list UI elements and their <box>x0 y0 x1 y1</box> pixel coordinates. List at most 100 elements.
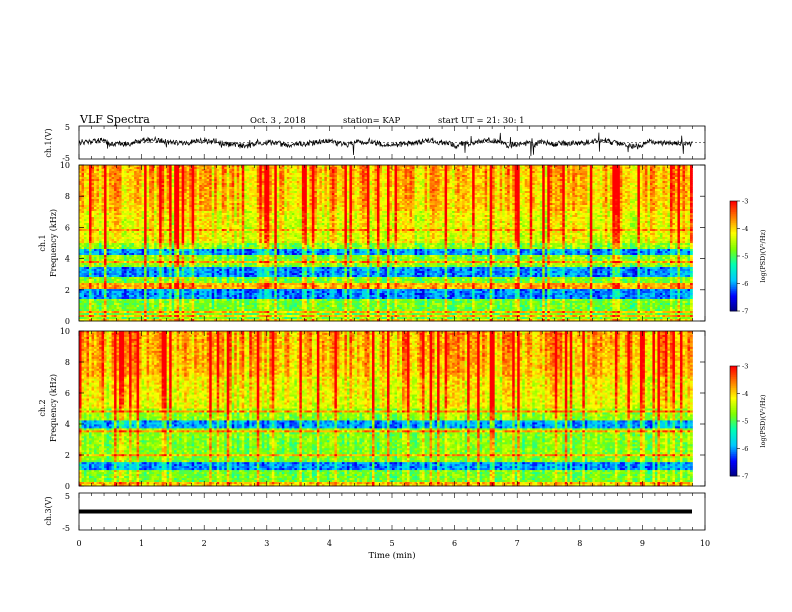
spectrogram-cell <box>527 193 530 195</box>
spectrogram-cell <box>117 195 120 197</box>
spectrogram-cell <box>82 183 85 185</box>
spectrogram-cell <box>364 201 367 203</box>
spectrogram-cell <box>97 199 100 201</box>
spectrogram-cell <box>264 201 267 203</box>
spectrogram-cell <box>367 191 370 193</box>
spectrogram-cell <box>379 175 382 177</box>
spectrogram-cell <box>600 197 603 199</box>
spectrogram-cell <box>177 171 180 173</box>
spectrogram-cell <box>157 177 160 179</box>
spectrogram-cell <box>184 183 187 185</box>
spectrogram-cell <box>144 175 147 177</box>
spectrogram-cell <box>447 201 450 203</box>
spectrogram-cell <box>435 201 438 203</box>
spectrogram-cell <box>284 199 287 201</box>
spectrogram-cell <box>197 185 200 187</box>
spectrogram-cell <box>655 199 658 201</box>
spectrogram-cell <box>540 195 543 197</box>
spectrogram-cell <box>585 195 588 197</box>
spectrogram-cell <box>500 185 503 187</box>
spectrogram-cell <box>637 167 640 169</box>
spectrogram-cell <box>522 191 525 193</box>
spectrogram-cell <box>570 201 573 203</box>
spectrogram-cell <box>107 171 110 173</box>
spectrogram-cell <box>204 203 207 205</box>
spectrogram-cell <box>167 201 170 203</box>
spectrogram-cell <box>495 171 498 173</box>
spectrogram-cell <box>425 169 428 171</box>
spectrogram-cell <box>507 175 510 177</box>
spectrogram-cell <box>610 199 613 201</box>
spectrogram-cell <box>620 183 623 185</box>
spectrogram-cell <box>294 201 297 203</box>
spectrogram-cell <box>412 171 415 173</box>
spectrogram-cell <box>480 171 483 173</box>
spectrogram-cell <box>662 199 665 201</box>
spectrogram-cell <box>92 185 95 187</box>
spectrogram-cell <box>512 195 515 197</box>
spectrogram-cell <box>364 199 367 201</box>
spectrogram-cell <box>512 181 515 183</box>
spectrogram-cell <box>432 201 435 203</box>
spectrogram-cell <box>687 179 690 181</box>
spectrogram-cell <box>374 197 377 199</box>
spectrogram-cell <box>392 169 395 171</box>
spectrogram-cell <box>392 195 395 197</box>
spectrogram-cell <box>189 175 192 177</box>
spectrogram-cell <box>545 197 548 199</box>
spectrogram-cell <box>565 171 568 173</box>
spectrogram-cell <box>299 173 302 175</box>
spectrogram-cell <box>219 187 222 189</box>
spectrogram-cell <box>647 195 650 197</box>
spectrogram-cell <box>187 177 190 179</box>
spectrogram-cell <box>222 203 225 205</box>
spectrogram-cell <box>242 201 245 203</box>
spectrogram-cell <box>480 183 483 185</box>
spectrogram-cell <box>572 201 575 203</box>
spectrogram-cell <box>179 179 182 181</box>
spectrogram-cell <box>650 201 653 203</box>
spectrogram-cell <box>129 195 132 197</box>
spectrogram-cell <box>204 173 207 175</box>
spectrogram-cell <box>219 203 222 205</box>
spectrogram-cell <box>194 197 197 199</box>
spectrogram-cell <box>652 179 655 181</box>
spectrogram-cell <box>472 181 475 183</box>
spectrogram-cell <box>292 183 295 185</box>
spectrogram-cell <box>234 175 237 177</box>
spectrogram-cell <box>294 193 297 195</box>
spectrogram-cell <box>472 187 475 189</box>
spectrogram-cell <box>124 185 127 187</box>
spectrogram-cell <box>134 171 137 173</box>
spectrogram-cell <box>139 171 142 173</box>
spectrogram-cell <box>337 169 340 171</box>
spectrogram-cell <box>354 175 357 177</box>
spectrogram-cell <box>572 181 575 183</box>
spectrogram-cell <box>89 189 92 191</box>
spectrogram-cell <box>179 171 182 173</box>
spectrogram-cell <box>572 179 575 181</box>
spectrogram-cell <box>282 199 285 201</box>
spectrogram-cell <box>522 179 525 181</box>
spectrogram-cell <box>279 183 282 185</box>
spectrogram-cell <box>344 177 347 179</box>
spectrogram-cell <box>532 191 535 193</box>
spectrogram-cell <box>652 183 655 185</box>
spectrogram-cell <box>475 199 478 201</box>
spectrogram-cell <box>274 175 277 177</box>
spectrogram-cell <box>502 183 505 185</box>
spectrogram-cell <box>612 193 615 195</box>
spectrogram-cell <box>354 197 357 199</box>
spectrogram-cell <box>552 187 555 189</box>
spectrogram-cell <box>452 177 455 179</box>
spectrogram-cell <box>480 169 483 171</box>
spectrogram-cell <box>437 191 440 193</box>
spectrogram-cell <box>267 201 270 203</box>
spectrogram-cell <box>422 189 425 191</box>
spectrogram-cell <box>312 167 315 169</box>
spectrogram-cell <box>327 189 330 191</box>
spectrogram-cell <box>407 195 410 197</box>
spectrogram-cell <box>685 167 688 169</box>
spectrogram-cell <box>595 177 598 179</box>
spectrogram-cell <box>184 203 187 205</box>
